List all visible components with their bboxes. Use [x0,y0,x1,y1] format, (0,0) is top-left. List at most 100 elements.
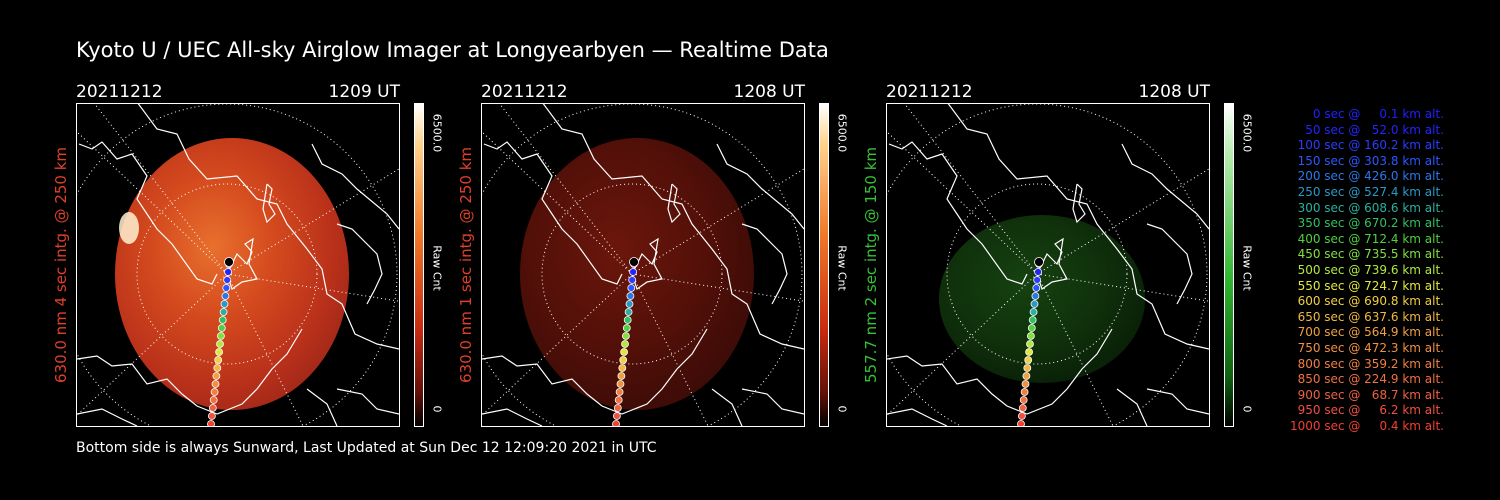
colorbar-max-label: 6500.0 [430,113,444,153]
panel-time: 1209 UT [328,82,401,102]
colorbar-min-label: 0 [1240,405,1254,413]
trajectory-point [622,324,631,332]
airglow-region [115,138,349,410]
trajectory-point [621,340,629,348]
colorbar [1224,103,1234,427]
legend-entry: 200 sec @ 426.0 km alt. [1293,169,1444,184]
geographic-grid [482,104,804,426]
panel-wavelength-label: 630.0 nm 1 sec intg. @ 250 km [457,146,475,384]
trajectory-point [216,340,224,348]
trajectory-point [1031,292,1040,300]
trajectory-point [208,404,217,412]
geographic-grid [77,104,399,426]
legend-entry: 750 sec @ 472.3 km alt. [1293,340,1444,355]
trajectory-point [1026,340,1034,348]
legend-entry: 450 sec @ 735.5 km alt. [1293,247,1444,262]
trajectory-point [615,388,624,396]
panel-date: 20211212 [481,82,568,102]
trajectory-point [1033,276,1042,284]
legend-entry: 950 sec @ 6.2 km alt. [1293,403,1444,418]
rocket-trajectory [1017,257,1044,426]
trajectory-point [1029,308,1038,316]
coastline-outline [77,104,399,426]
trajectory-point [626,292,635,300]
panel-time: 1208 UT [1138,82,1211,102]
legend-entry: 0 sec @ 0.1 km alt. [1301,107,1444,121]
panel-wavelength-label: 557.7 nm 2 sec intg. @ 150 km [862,146,880,384]
trajectory-point [212,372,221,380]
colorbar-unit-label: Raw Cnt [835,245,849,291]
trajectory-point [612,412,621,420]
legend-entry: 900 sec @ 68.7 km alt. [1293,387,1444,402]
colorbar [819,103,829,427]
trajectory-point [1032,284,1041,292]
trajectory-point [215,348,224,356]
trajectory-point [217,324,226,332]
trajectory-point [617,372,626,380]
trajectory-point [210,388,219,396]
panel-wavelength-label: 630.0 nm 4 sec intg. @ 250 km [52,146,70,384]
legend-entry: 600 sec @ 690.8 km alt. [1293,294,1444,309]
trajectory-point [1024,356,1033,364]
imager-panel-3: 20211212 1208 UT 557.7 nm 2 sec intg. @ 15… [862,82,1286,432]
trajectory-point [624,308,633,316]
legend-entry: 100 sec @ 160.2 km alt. [1293,138,1444,153]
trajectory-point [211,380,220,388]
trajectory-point [1023,364,1032,372]
legend-entry: 250 sec @ 527.4 km alt. [1293,184,1444,199]
trajectory-point [220,300,229,308]
trajectory-point [628,276,637,284]
trajectory-legend: 0 sec @ 0.1 km alt. 50 sec @ 52.0 km alt… [1262,107,1444,434]
trajectory-point [627,284,636,292]
trajectory-point [1022,372,1031,380]
trajectory-point [616,380,625,388]
rocket-trajectory [612,257,639,426]
trajectory-point [218,316,227,324]
page-title: Kyoto U / UEC All-sky Airglow Imager at … [76,38,829,62]
legend-entry: 300 sec @ 608.6 km alt. [1293,200,1444,215]
trajectory-point [224,268,233,276]
trajectory-point [629,268,638,276]
footer-note: Bottom side is always Sunward, Last Upda… [76,440,657,456]
colorbar-unit-label: Raw Cnt [430,245,444,291]
trajectory-point [613,404,622,412]
panel-time: 1208 UT [733,82,806,102]
trajectory-point [620,348,629,356]
colorbar-min-label: 0 [430,405,444,413]
launch-point [629,257,639,267]
launch-point [1034,257,1044,267]
all-sky-map [482,104,804,426]
legend-entry: 500 sec @ 739.6 km alt. [1293,262,1444,277]
imager-panel-2: 20211212 1208 UT 630.0 nm 1 sec intg. @ 25… [457,82,881,432]
legend-entry: 550 sec @ 724.7 km alt. [1293,278,1444,293]
legend-entry: 700 sec @ 564.9 km alt. [1293,325,1444,340]
trajectory-point [612,420,620,426]
legend-entry: 50 sec @ 52.0 km alt. [1297,122,1444,137]
legend-entry: 400 sec @ 712.4 km alt. [1293,231,1444,246]
trajectory-point [614,396,623,404]
trajectory-point [1017,420,1025,426]
trajectory-point [1017,412,1026,420]
trajectory-point [1026,332,1035,340]
trajectory-point [625,300,634,308]
trajectory-point [219,308,228,316]
trajectory-point [619,356,628,364]
trajectory-point [209,396,218,404]
coastline-outline [482,104,804,426]
legend-entry: 650 sec @ 637.6 km alt. [1293,309,1444,324]
trajectory-point [1027,324,1036,332]
trajectory-point [223,276,232,284]
trajectory-point [216,332,225,340]
all-sky-map [887,104,1209,426]
trajectory-point [222,284,231,292]
colorbar [414,103,424,427]
legend-entry: 850 sec @ 224.9 km alt. [1293,372,1444,387]
trajectory-point [1025,348,1034,356]
legend-entry: 350 sec @ 670.2 km alt. [1293,216,1444,231]
trajectory-point [1020,388,1029,396]
trajectory-point [1030,300,1039,308]
legend-entry: 800 sec @ 359.2 km alt. [1293,356,1444,371]
all-sky-image [886,103,1210,427]
trajectory-point [221,292,230,300]
trajectory-point [207,412,216,420]
